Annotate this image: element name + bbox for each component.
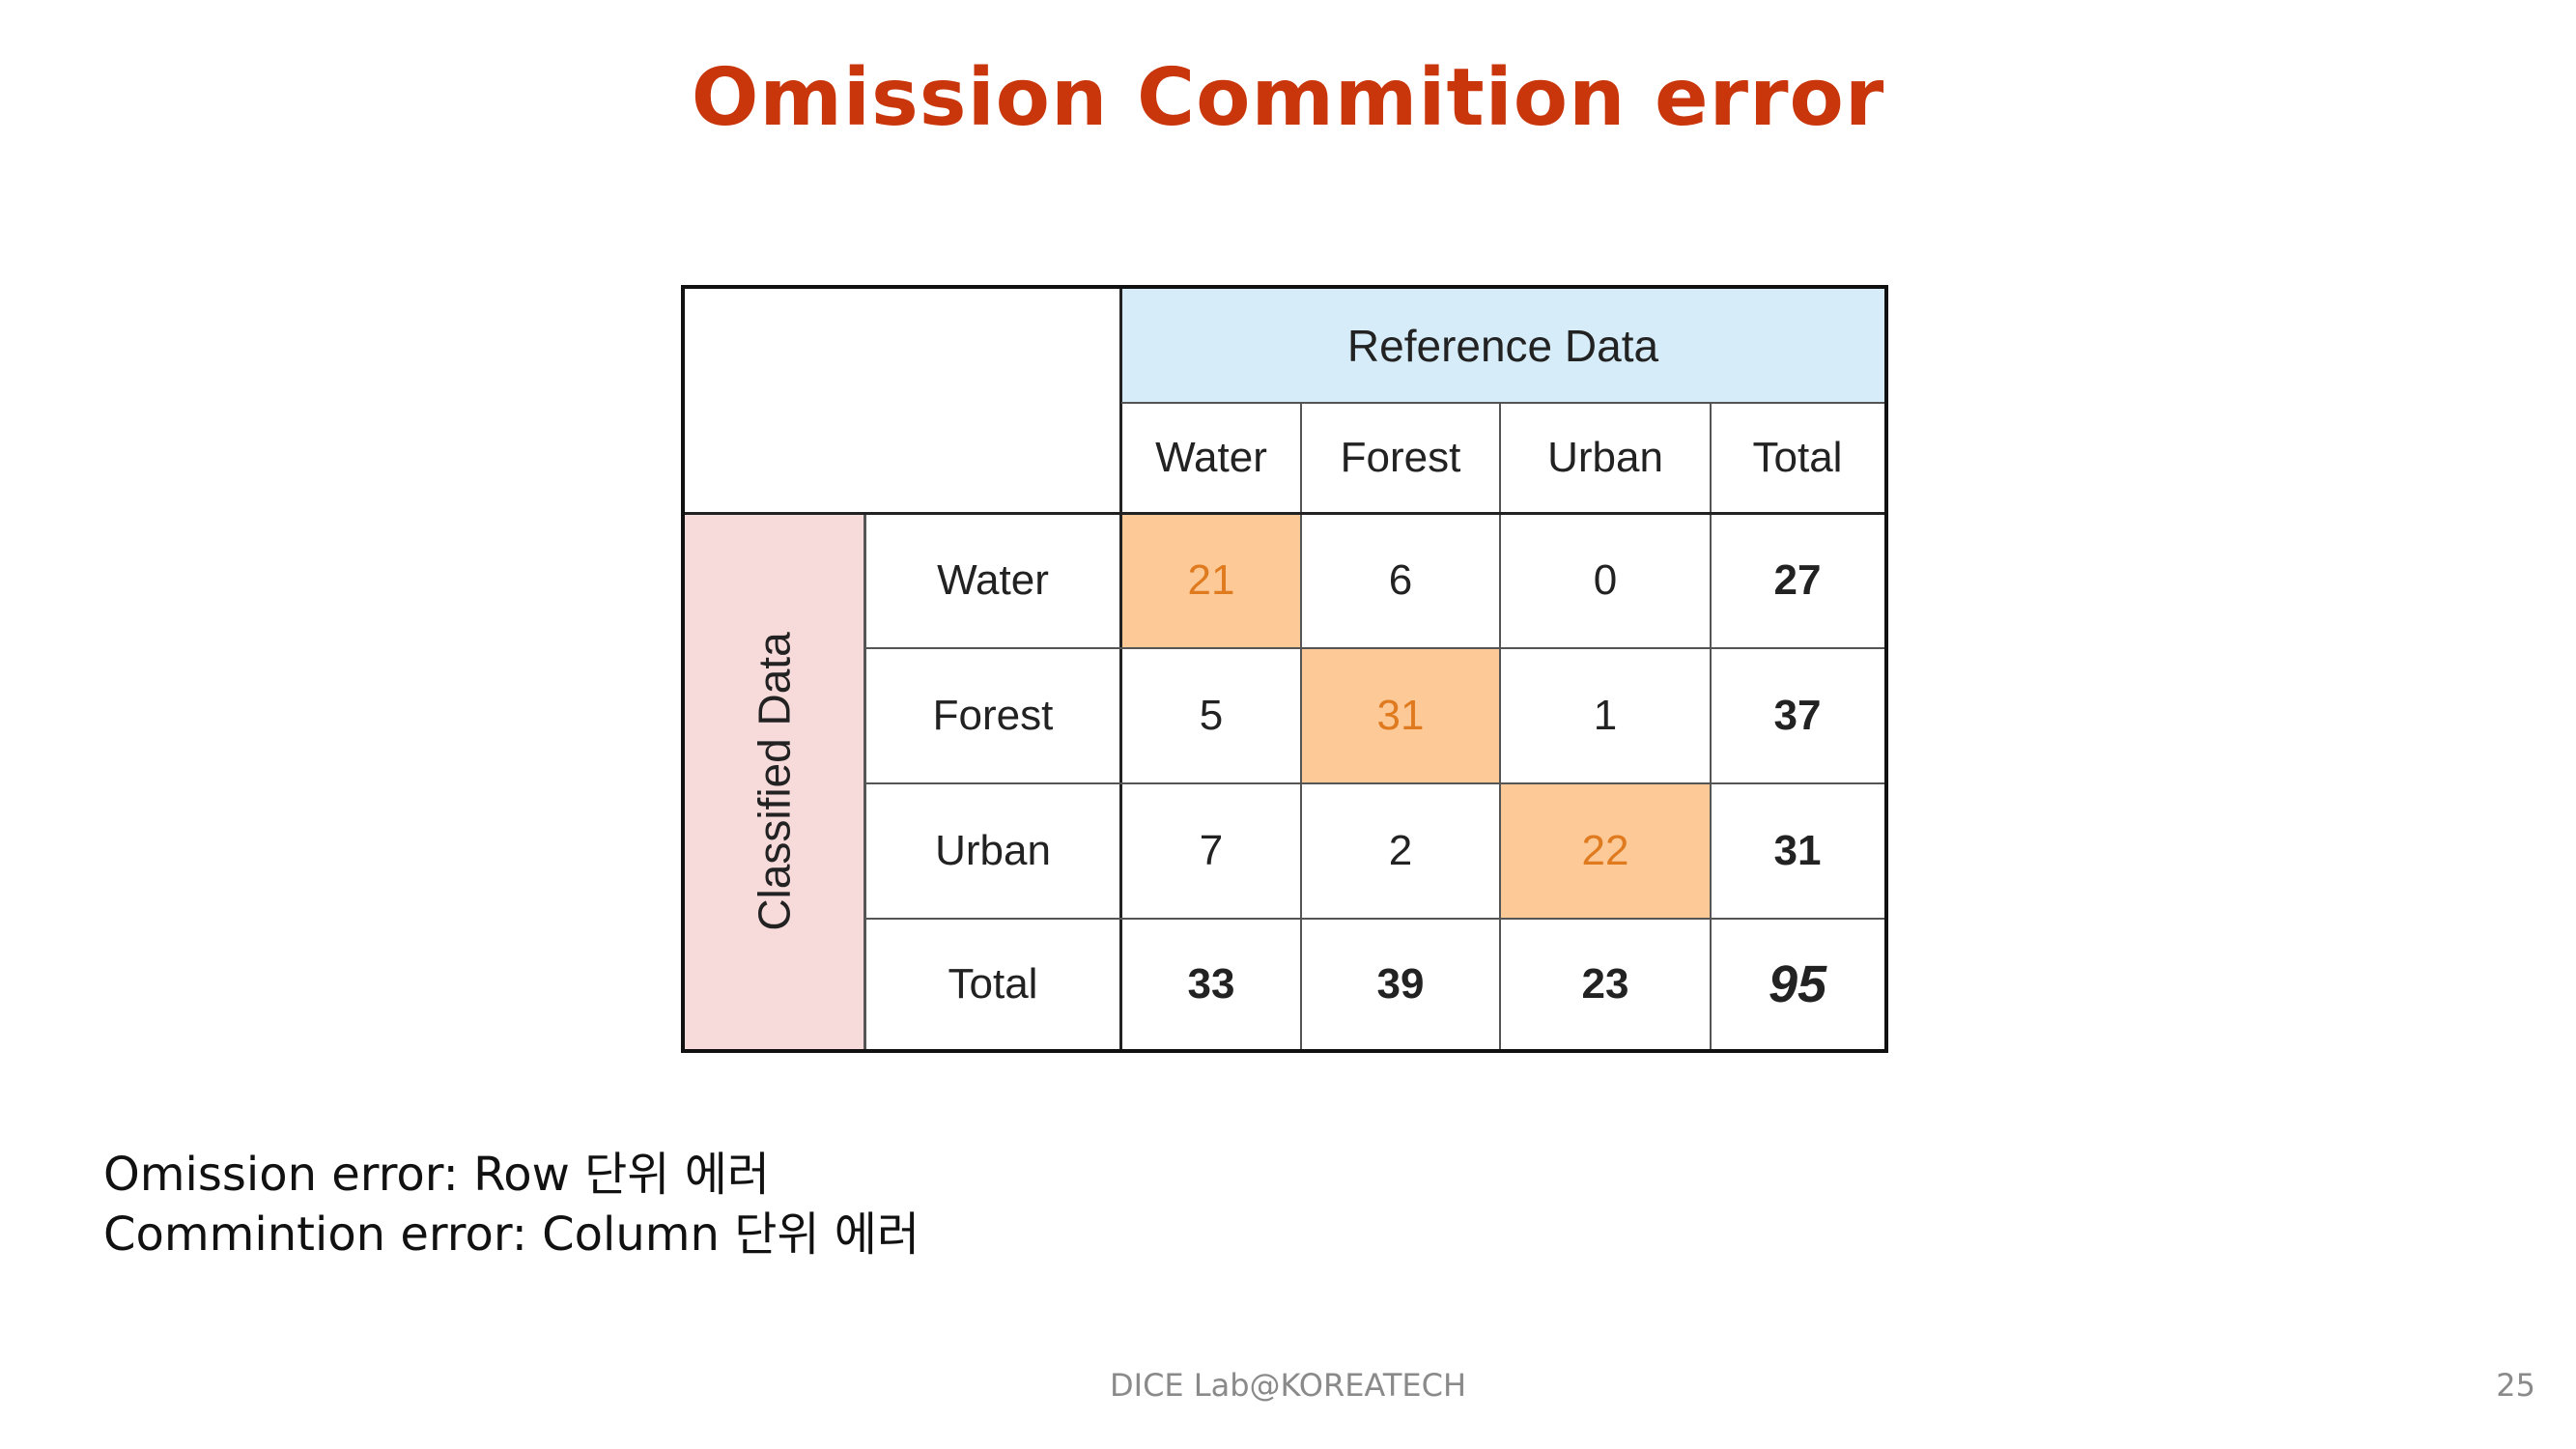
cell-total-forest: 39 xyxy=(1376,959,1425,1008)
row-label-total: Total xyxy=(948,959,1038,1008)
grid-line-h-3 xyxy=(864,918,1884,920)
row-label-forest: Forest xyxy=(932,692,1054,739)
column-header-urban: Urban xyxy=(1547,434,1663,481)
grid-line-v-rowlabel xyxy=(863,513,866,1049)
notes: Omission error: Row 단위 에러 Commintion err… xyxy=(103,1145,920,1264)
grid-line-v-2 xyxy=(1499,403,1501,1049)
cell-urban-total: 31 xyxy=(1773,827,1822,874)
grid-line-v-3 xyxy=(1710,403,1712,1049)
cell-water-urban: 0 xyxy=(1593,556,1618,604)
classified-data-label: Classified Data xyxy=(750,631,801,931)
grid-line-v-header xyxy=(1119,289,1122,1049)
note-omission: Omission error: Row 단위 에러 xyxy=(103,1148,771,1202)
row-label-urban: Urban xyxy=(935,827,1051,874)
cell-urban-urban: 22 xyxy=(1500,783,1711,919)
cell-urban-water: 7 xyxy=(1199,827,1224,874)
cell-water-total: 27 xyxy=(1773,556,1822,604)
classified-data-band: Classified Data xyxy=(685,513,864,1049)
slide-title: Omission Commition error xyxy=(691,52,1885,144)
column-header-forest: Forest xyxy=(1340,434,1461,481)
cell-urban-forest: 2 xyxy=(1388,827,1413,874)
note-commission: Commintion error: Column 단위 에러 xyxy=(103,1208,920,1262)
grid-line-v-1 xyxy=(1300,403,1302,1049)
footer-text: DICE Lab@KOREATECH xyxy=(1109,1367,1466,1404)
cell-forest-urban: 1 xyxy=(1593,692,1618,739)
confusion-matrix: Reference Data Classified Data 21 31 22 … xyxy=(681,285,1888,1053)
page-number: 25 xyxy=(2496,1367,2535,1404)
cell-forest-forest: 31 xyxy=(1301,648,1500,783)
grid-line-h-2 xyxy=(864,782,1884,784)
grid-line-h-header xyxy=(685,512,1884,515)
cell-grand-total: 95 xyxy=(1768,954,1827,1013)
reference-data-label: Reference Data xyxy=(1346,321,1659,371)
cell-total-urban: 23 xyxy=(1581,959,1629,1008)
column-header-water: Water xyxy=(1155,434,1267,481)
grid-line-h-ref xyxy=(1121,402,1884,404)
column-header-total: Total xyxy=(1752,434,1843,481)
row-label-water: Water xyxy=(937,556,1049,604)
reference-data-header: Reference Data xyxy=(1121,289,1884,403)
cell-total-water: 33 xyxy=(1187,959,1235,1008)
grid-line-h-1 xyxy=(864,647,1884,649)
cell-forest-water: 5 xyxy=(1199,692,1224,739)
cell-water-forest: 6 xyxy=(1388,556,1413,604)
cell-water-water: 21 xyxy=(1121,513,1301,648)
cell-forest-total: 37 xyxy=(1773,692,1822,739)
